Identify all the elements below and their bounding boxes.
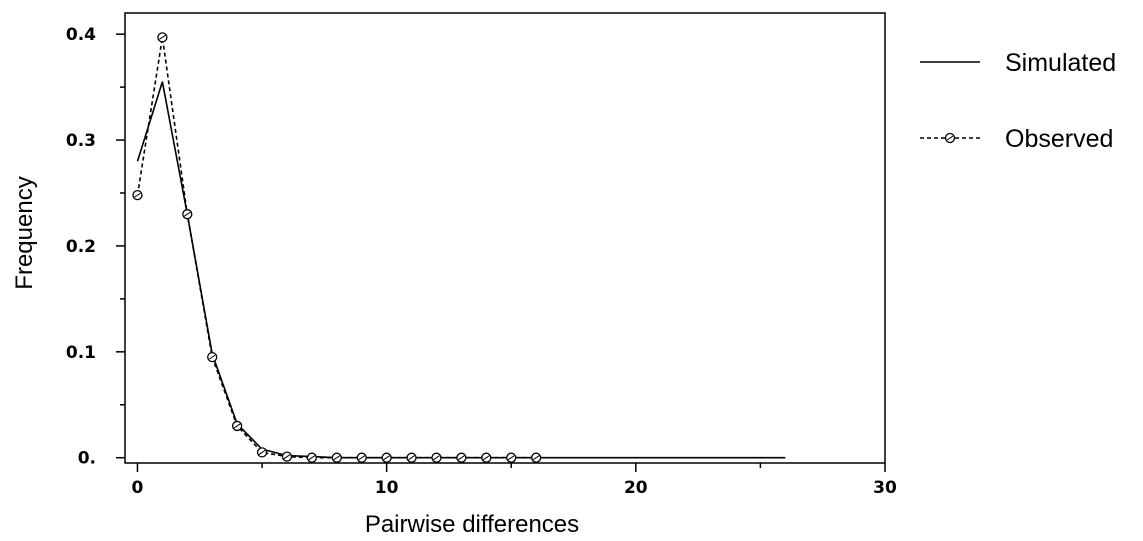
series-line-simulated <box>136 81 786 459</box>
legend-label-observed: Observed <box>1005 125 1113 153</box>
data-point-mark <box>433 455 440 461</box>
data-point-mark <box>308 455 316 461</box>
y-tick-label: 0.2 <box>66 237 96 257</box>
axes: 0. 0.1 0.2 0.3 0.4 0 10 20 30 <box>66 25 897 498</box>
y-tick-label: 0.1 <box>66 343 96 363</box>
y-tick-label: 0. <box>78 449 96 469</box>
data-point-mark <box>283 454 291 460</box>
data-point-mark <box>134 192 141 198</box>
x-axis-title: Pairwise differences <box>365 511 579 538</box>
data-point-mark <box>233 423 241 429</box>
data-point-mark <box>383 455 390 461</box>
data-point-mark <box>483 455 490 461</box>
legend-marker-mark <box>946 135 954 141</box>
data-point-mark <box>408 455 415 461</box>
data-point-mark <box>159 34 166 40</box>
y-axis-title: Frequency <box>11 176 38 289</box>
x-tick-label: 20 <box>624 478 648 498</box>
y-tick-label: 0.3 <box>66 131 96 151</box>
data-point-mark <box>258 449 266 455</box>
legend-label-simulated: Simulated <box>1005 49 1116 77</box>
series-line-observed <box>136 37 537 459</box>
series-layer <box>132 32 786 463</box>
plot-frame <box>124 12 886 464</box>
x-tick-label: 0 <box>132 478 144 498</box>
data-point-mark <box>333 455 341 461</box>
data-point-mark <box>358 455 365 461</box>
data-point-mark <box>507 455 515 461</box>
data-point-mark <box>184 211 191 217</box>
data-point-mark <box>458 455 465 461</box>
y-tick-label: 0.4 <box>66 25 96 45</box>
legend: Simulated Observed <box>920 49 1116 153</box>
data-point-mark <box>208 354 216 360</box>
x-tick-label: 30 <box>873 478 897 498</box>
data-point-mark <box>532 455 540 461</box>
x-tick-label: 10 <box>375 478 399 498</box>
